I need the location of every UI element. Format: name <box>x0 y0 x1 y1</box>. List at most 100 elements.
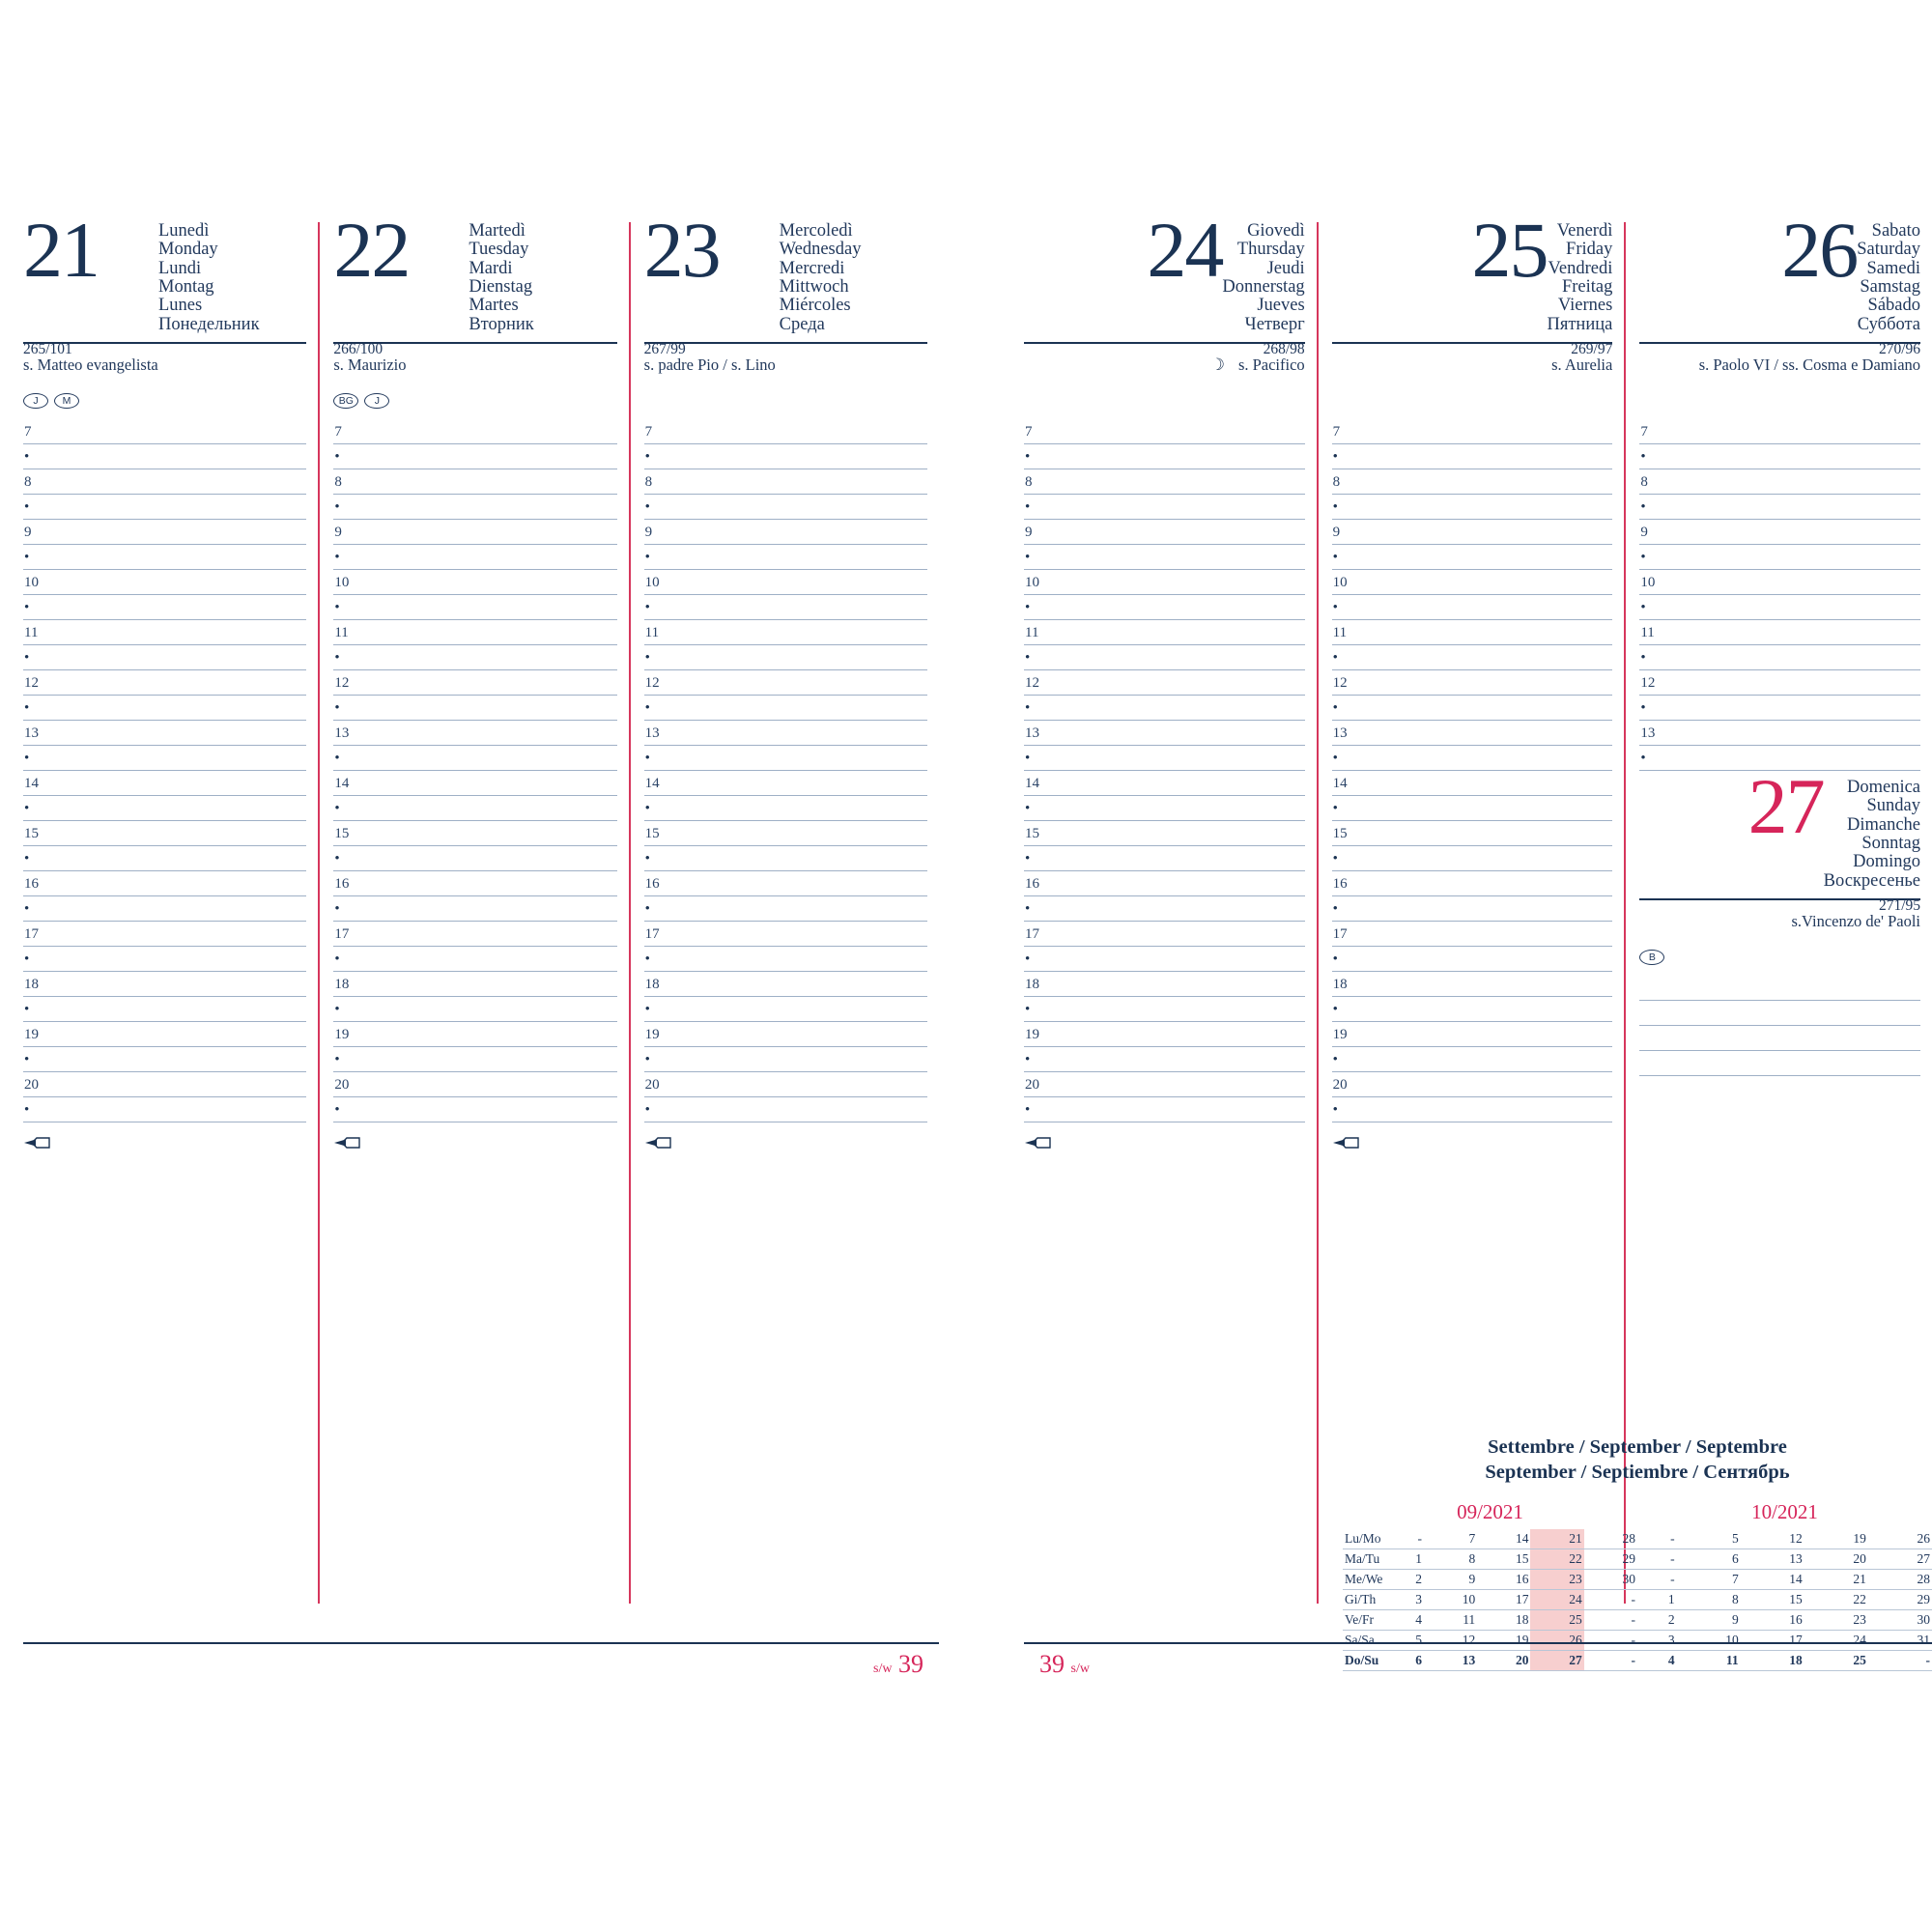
mini-calendar-day[interactable]: 22 <box>1530 1548 1584 1571</box>
notes-pen-row[interactable] <box>333 1134 616 1173</box>
mini-calendar-day[interactable]: 11 <box>1676 1650 1741 1672</box>
mini-calendar-day[interactable]: 5 <box>1391 1630 1424 1652</box>
mini-calendar-day[interactable]: 28 <box>1583 1529 1637 1550</box>
mini-calendar-day[interactable]: 16 <box>1477 1569 1531 1591</box>
hour-row[interactable]: 15 <box>643 821 927 846</box>
mini-calendar-day[interactable]: 5 <box>1676 1529 1741 1550</box>
half-hour-row[interactable] <box>333 495 617 520</box>
half-hour-row[interactable] <box>1639 746 1921 771</box>
half-hour-row[interactable] <box>1639 545 1921 570</box>
hour-row[interactable]: 20 <box>1331 1072 1613 1097</box>
mini-calendar-day[interactable]: - <box>1583 1609 1637 1632</box>
half-hour-row[interactable] <box>1024 495 1305 520</box>
half-hour-row[interactable] <box>1331 947 1613 972</box>
mini-calendar-day[interactable]: 30 <box>1867 1609 1932 1632</box>
hour-row[interactable]: 13 <box>643 721 927 746</box>
mini-calendar-day[interactable]: 25 <box>1530 1609 1584 1632</box>
half-hour-row[interactable] <box>23 846 307 871</box>
mini-calendar-day[interactable]: 23 <box>1530 1569 1584 1591</box>
mini-calendar-day[interactable]: 26 <box>1867 1529 1932 1550</box>
mini-calendar-day[interactable]: 7 <box>1423 1529 1478 1550</box>
hour-row[interactable]: 16 <box>23 871 307 896</box>
mini-calendar-day[interactable]: 21 <box>1530 1529 1584 1550</box>
hour-row[interactable]: 8 <box>1331 469 1613 495</box>
hour-row[interactable]: 11 <box>643 620 927 645</box>
half-hour-row[interactable] <box>1331 796 1613 821</box>
half-hour-row[interactable] <box>333 1097 617 1122</box>
half-hour-row[interactable] <box>1331 1047 1613 1072</box>
half-hour-row[interactable] <box>23 444 307 469</box>
hour-row[interactable]: 12 <box>1639 670 1921 696</box>
mini-calendar-day[interactable]: 27 <box>1867 1548 1932 1571</box>
half-hour-row[interactable] <box>1331 997 1613 1022</box>
mini-calendar-day[interactable]: 28 <box>1867 1569 1932 1591</box>
half-hour-row[interactable] <box>23 796 307 821</box>
half-hour-row[interactable] <box>1024 746 1305 771</box>
mini-calendar-day[interactable]: 15 <box>1740 1589 1804 1611</box>
half-hour-row[interactable] <box>333 796 617 821</box>
hour-row[interactable]: 9 <box>1024 520 1305 545</box>
half-hour-row[interactable] <box>23 896 307 922</box>
mini-calendar-day[interactable]: 27 <box>1530 1650 1584 1672</box>
mini-calendar-day[interactable]: 26 <box>1530 1630 1584 1652</box>
half-hour-row[interactable] <box>333 896 617 922</box>
hour-row[interactable]: 8 <box>333 469 617 495</box>
half-hour-row[interactable] <box>1331 444 1613 469</box>
half-hour-row[interactable] <box>1024 1047 1305 1072</box>
hour-row[interactable]: 15 <box>1024 821 1305 846</box>
half-hour-row[interactable] <box>1024 896 1305 922</box>
mini-calendar-day[interactable]: 30 <box>1583 1569 1637 1591</box>
mini-calendar-day[interactable]: 13 <box>1423 1650 1478 1672</box>
hour-row[interactable]: 7 <box>1639 419 1921 444</box>
mini-calendar-day[interactable]: - <box>1583 1630 1637 1652</box>
mini-calendar-day[interactable]: 20 <box>1477 1650 1531 1672</box>
hour-row[interactable]: 7 <box>333 419 617 444</box>
hour-row[interactable]: 19 <box>23 1022 307 1047</box>
hour-row[interactable]: 7 <box>1024 419 1305 444</box>
hour-row[interactable]: 19 <box>643 1022 927 1047</box>
hour-row[interactable]: 15 <box>23 821 307 846</box>
half-hour-row[interactable] <box>333 645 617 670</box>
sunday-note-row[interactable] <box>1639 976 1921 1001</box>
half-hour-row[interactable] <box>333 545 617 570</box>
hour-row[interactable]: 14 <box>643 771 927 796</box>
half-hour-row[interactable] <box>333 746 617 771</box>
mini-calendar-day[interactable]: 9 <box>1676 1609 1741 1632</box>
sunday-note-row[interactable] <box>1639 1051 1921 1076</box>
mini-calendar-day[interactable]: 10 <box>1676 1630 1741 1652</box>
mini-calendar-day[interactable]: 13 <box>1740 1548 1804 1571</box>
hour-row[interactable]: 20 <box>1024 1072 1305 1097</box>
half-hour-row[interactable] <box>23 645 307 670</box>
half-hour-row[interactable] <box>643 997 927 1022</box>
mini-calendar-day[interactable]: 17 <box>1740 1630 1804 1652</box>
hour-row[interactable]: 8 <box>23 469 307 495</box>
hour-row[interactable]: 7 <box>1331 419 1613 444</box>
hour-row[interactable]: 12 <box>643 670 927 696</box>
half-hour-row[interactable] <box>333 696 617 721</box>
mini-calendar-day[interactable]: 18 <box>1740 1650 1804 1672</box>
mini-calendar-day[interactable]: 8 <box>1423 1548 1478 1571</box>
hour-row[interactable]: 10 <box>23 570 307 595</box>
half-hour-row[interactable] <box>333 846 617 871</box>
half-hour-row[interactable] <box>23 1047 307 1072</box>
mini-calendar-day[interactable]: 22 <box>1804 1589 1868 1611</box>
hour-row[interactable]: 10 <box>1331 570 1613 595</box>
mini-calendar-day[interactable]: 19 <box>1804 1529 1868 1550</box>
mini-calendar-day[interactable]: 4 <box>1637 1650 1677 1672</box>
notes-pen-row[interactable] <box>23 1134 306 1173</box>
hour-row[interactable]: 15 <box>333 821 617 846</box>
hour-row[interactable]: 12 <box>23 670 307 696</box>
half-hour-row[interactable] <box>1024 545 1305 570</box>
half-hour-row[interactable] <box>1639 696 1921 721</box>
sunday-note-row[interactable] <box>1639 1026 1921 1051</box>
hour-row[interactable]: 8 <box>1639 469 1921 495</box>
mini-calendar-day[interactable]: 19 <box>1477 1630 1531 1652</box>
mini-calendar-day[interactable]: 20 <box>1804 1548 1868 1571</box>
hour-row[interactable]: 16 <box>333 871 617 896</box>
half-hour-row[interactable] <box>1639 444 1921 469</box>
hour-row[interactable]: 10 <box>1639 570 1921 595</box>
hour-row[interactable]: 12 <box>1331 670 1613 696</box>
hour-row[interactable]: 13 <box>1024 721 1305 746</box>
hour-row[interactable]: 15 <box>1331 821 1613 846</box>
half-hour-row[interactable] <box>1331 645 1613 670</box>
